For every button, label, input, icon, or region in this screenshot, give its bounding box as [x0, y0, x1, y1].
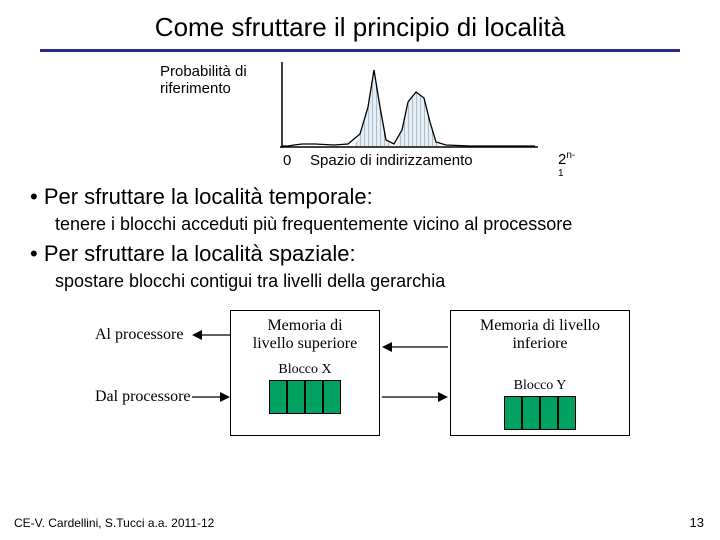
chart-zero-label: 0	[283, 152, 291, 169]
arrow-between-bot	[382, 390, 448, 404]
mem-sup-line2: livello superiore	[253, 335, 357, 352]
al-processore-label: Al processore	[95, 326, 191, 344]
dal-processore-label: Dal processore	[95, 388, 191, 406]
page-title: Come sfruttare il principio di località	[0, 12, 720, 43]
bullet-2-text: Per sfruttare la località spaziale:	[44, 241, 356, 266]
block-x-strip	[231, 380, 379, 414]
block-cell	[323, 380, 341, 414]
mem-inf-line2: inferiore	[512, 335, 567, 352]
peak2-fill	[396, 92, 440, 146]
bullet-2-sub: spostare blocchi contigui tra livelli de…	[55, 271, 690, 292]
block-cell	[540, 396, 558, 430]
footer-text: CE-V. Cardellini, S.Tucci a.a. 2011-12	[14, 516, 214, 530]
block-cell	[287, 380, 305, 414]
arrow-dal	[192, 390, 230, 404]
bullets: • Per sfruttare la località temporale: t…	[0, 176, 720, 292]
block-y-label: Blocco Y	[451, 378, 629, 394]
block-cell	[522, 396, 540, 430]
block-cell	[269, 380, 287, 414]
processor-labels: Al processore Dal processore	[95, 326, 191, 406]
memory-diagram: Al processore Dal processore Memoria di …	[0, 310, 720, 455]
mem-sup-line1: Memoria di	[267, 317, 342, 334]
mem-inf-title: Memoria di livello inferiore	[451, 317, 629, 352]
block-cell	[305, 380, 323, 414]
block-cell	[558, 396, 576, 430]
mem-superiore-box: Memoria di livello superiore Blocco X	[230, 310, 380, 436]
chart-ylabel: Probabilità di riferimento	[160, 64, 247, 97]
title-underline	[40, 49, 680, 52]
chart-right-label: 2n-1	[558, 150, 575, 186]
chart-ylabel-2: riferimento	[160, 80, 231, 97]
block-x-label: Blocco X	[231, 362, 379, 378]
probability-chart: Probabilità di riferimento 0 Spazio di i…	[170, 62, 550, 172]
mem-inf-line1: Memoria di livello	[480, 317, 600, 334]
bullet-2: • Per sfruttare la località spaziale:	[30, 241, 690, 267]
mem-sup-title: Memoria di livello superiore	[231, 317, 379, 352]
mem-inferiore-box: Memoria di livello inferiore Blocco Y	[450, 310, 630, 436]
block-cell	[504, 396, 522, 430]
bullet-1-sub: tenere i blocchi acceduti più frequentem…	[55, 214, 690, 235]
chart-ylabel-1: Probabilità di	[160, 63, 247, 80]
bullet-1-text: Per sfruttare la località temporale:	[44, 184, 373, 209]
block-y-strip	[451, 396, 629, 430]
chart-svg	[280, 62, 540, 152]
arrow-al	[192, 328, 230, 342]
page-number: 13	[690, 515, 704, 530]
chart-xlabel: Spazio di indirizzamento	[310, 152, 473, 169]
arrow-between-top	[382, 340, 448, 354]
bullet-1: • Per sfruttare la località temporale:	[30, 184, 690, 210]
